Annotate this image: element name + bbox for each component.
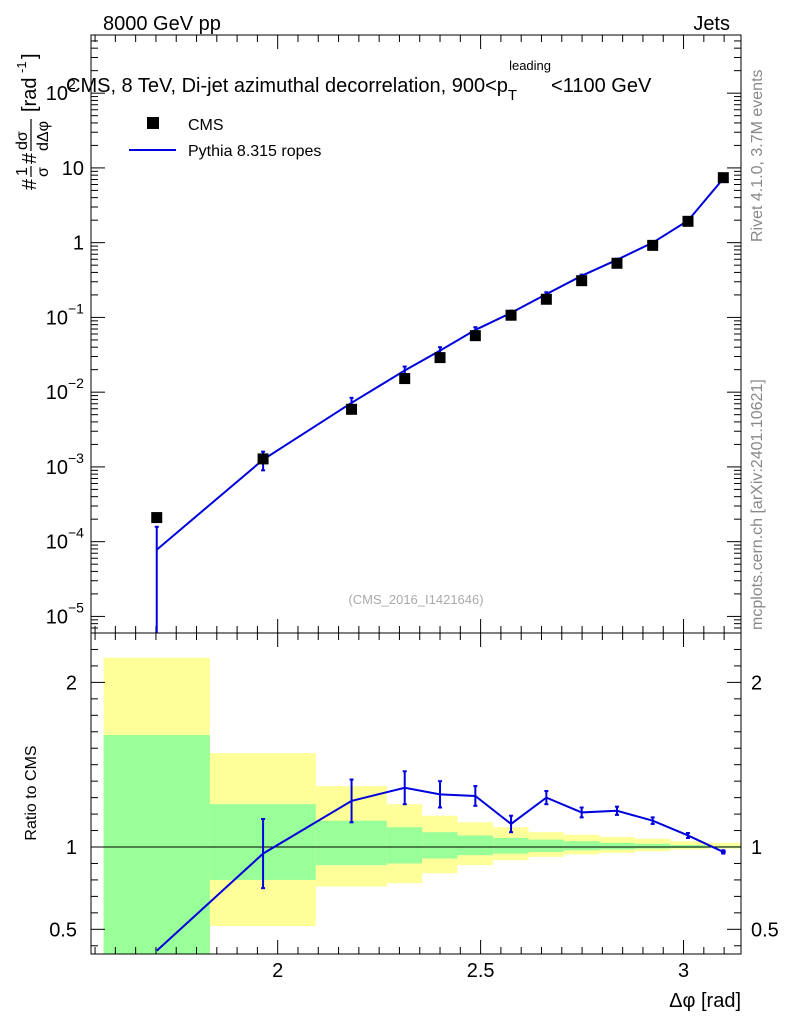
ratio-plot-panel: 0.5 0.5 1 1 2 2 2 2.5 3 xyxy=(49,632,779,982)
cms-data-point xyxy=(469,330,481,342)
ratio-y-tick-label-left: 1 xyxy=(66,837,77,859)
cms-data-point xyxy=(151,512,163,524)
ratio-inner-band xyxy=(528,839,564,852)
ylabel-denominator: dΔφ xyxy=(35,121,52,151)
ratio-series-line xyxy=(156,786,724,952)
ratio-inner-band xyxy=(315,820,387,866)
ylabel-close: ] xyxy=(19,53,41,59)
plot-title-subscript: T xyxy=(508,87,517,104)
main-y-tick-label: 10 xyxy=(62,158,84,180)
cms-data-point xyxy=(257,453,269,465)
main-y-tick-label: 10 xyxy=(46,83,68,105)
ratio-data-marks xyxy=(91,770,741,952)
main-y-tick-exponent: −4 xyxy=(68,525,84,541)
cms-data-point xyxy=(399,373,411,385)
energy-label: 8000 GeV pp xyxy=(103,13,221,35)
ratio-y-tick-label-left: 0.5 xyxy=(49,919,77,941)
main-y-tick-exponent: −3 xyxy=(68,450,84,466)
main-data-marks xyxy=(151,172,729,633)
ylabel-unit: [rad xyxy=(19,78,41,112)
ylabel-one: 1 xyxy=(14,167,31,176)
plot-title-main: CMS, 8 TeV, Di-jet azimuthal decorrelati… xyxy=(66,75,508,97)
main-y-tick-exponent: −5 xyxy=(68,599,84,615)
main-y-axis-label: # 1 σ # dσ dΔφ [rad -1 ] xyxy=(14,53,52,190)
ratio-y-tick-label-left: 2 xyxy=(66,672,77,694)
main-y-tick-label: 10 xyxy=(46,307,68,329)
main-y-tick-label: 10 xyxy=(46,532,68,554)
x-axis-label: Δφ [rad] xyxy=(669,990,741,1012)
ratio-plot-frame xyxy=(90,632,742,955)
cms-data-point xyxy=(346,403,358,415)
legend-cms-marker xyxy=(147,117,159,129)
main-y-tick-exponent: −1 xyxy=(68,300,84,316)
analysis-id: (CMS_2016_I1421646) xyxy=(348,592,483,607)
ratio-uncertainty-bands xyxy=(103,657,741,954)
main-y-tick-label: 10 xyxy=(46,382,68,404)
main-y-tick-exponent: −2 xyxy=(68,375,84,391)
ratio-last-point xyxy=(720,849,726,855)
ratio-y-tick-label-right: 1 xyxy=(751,837,762,859)
rivet-version-label: Rivet 4.1.0, 3.7M events xyxy=(749,69,766,242)
cms-data-point xyxy=(434,352,446,364)
process-label: Jets xyxy=(693,13,730,35)
ylabel-numerator: dσ xyxy=(14,131,31,150)
legend-mc-label: Pythia 8.315 ropes xyxy=(188,143,321,160)
x-tick-label: 3 xyxy=(678,960,689,982)
plot-title-tail: <1100 GeV xyxy=(551,75,652,97)
main-y-tick-exponent: 2 xyxy=(68,76,76,92)
ratio-y-tick-label-right: 0.5 xyxy=(751,919,779,941)
ratio-inner-band xyxy=(599,842,635,850)
legend-cms-label: CMS xyxy=(188,117,224,134)
mc-series-line xyxy=(156,177,725,551)
ratio-inner-band xyxy=(386,827,423,864)
ylabel-sigma: σ xyxy=(35,167,52,177)
cms-data-point xyxy=(717,172,729,184)
ratio-inner-band xyxy=(422,832,458,859)
ylabel-hash-2: # xyxy=(19,152,41,164)
ratio-axis-ticks: 0.5 0.5 1 1 2 2 2 2.5 3 xyxy=(49,633,779,982)
ylabel-unit-superscript: -1 xyxy=(14,61,29,73)
legend: CMS Pythia 8.315 ropes xyxy=(129,117,321,160)
main-y-tick-label: 1 xyxy=(73,233,84,255)
main-y-tick-label: 10 xyxy=(46,606,68,628)
x-tick-label: 2 xyxy=(272,960,283,982)
ratio-y-axis-label: Ratio to CMS xyxy=(23,745,40,840)
main-y-tick-label: 10 xyxy=(46,457,68,479)
ratio-outer-band xyxy=(705,842,741,849)
plot-title-superscript: leading xyxy=(509,58,551,73)
ratio-inner-band xyxy=(563,841,600,851)
cms-data-point xyxy=(647,239,659,251)
ratio-inner-band xyxy=(634,843,671,849)
plot-title: CMS, 8 TeV, Di-jet azimuthal decorrelati… xyxy=(66,58,652,104)
cms-data-point xyxy=(540,293,552,305)
ratio-inner-band xyxy=(103,735,210,954)
cms-data-point xyxy=(682,215,694,227)
cms-data-point xyxy=(611,257,623,269)
x-tick-label: 2.5 xyxy=(467,960,495,982)
ratio-inner-band xyxy=(457,835,494,856)
ratio-y-tick-label-right: 2 xyxy=(751,672,762,694)
cms-data-point xyxy=(576,275,588,287)
cms-data-point xyxy=(505,309,517,321)
mcplots-label: mcplots.cern.ch [arXiv:2401.10621] xyxy=(749,379,766,630)
ratio-inner-band xyxy=(493,837,529,854)
ylabel-hash-1: # xyxy=(19,178,41,190)
